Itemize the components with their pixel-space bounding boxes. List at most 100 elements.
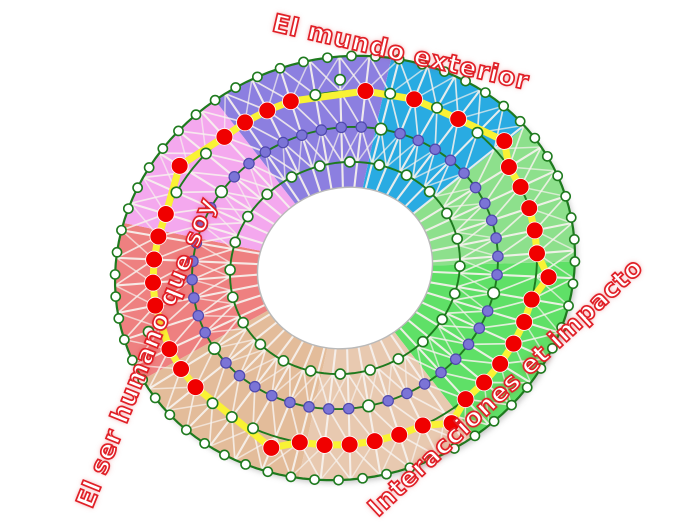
rim-node [570,257,579,266]
violet-node [419,379,429,389]
rim-node [557,323,566,332]
rim-node [334,476,343,485]
rim-node [138,375,147,384]
rim-node [347,51,356,60]
red-node [216,128,233,145]
inner-rim-node [287,172,297,182]
rim-node [200,439,209,448]
rim-node [117,226,126,235]
rim-node [182,425,191,434]
violet-node [492,270,502,280]
violet-node [206,203,216,213]
inner-rim-node [365,365,375,375]
inner-rim-node [450,289,460,299]
rim-node [395,55,404,64]
violet-node [285,397,295,407]
rim-node [145,163,154,172]
rim-node [382,470,391,479]
inner-rim-node [374,160,384,170]
white-node [209,343,221,355]
violet-node [191,238,201,248]
red-node [406,91,423,108]
cross-link [198,316,240,317]
red-node [282,93,299,110]
white-node [363,400,375,412]
violet-node [356,122,366,132]
inner-rim-node [255,339,265,349]
violet-node [463,339,473,349]
rim-node [114,314,123,323]
violet-node [395,128,405,138]
rim-node [564,301,573,310]
rim-node [112,248,121,257]
rim-node [530,133,539,142]
rim-node [516,117,525,126]
rim-node [553,171,562,180]
white-node [216,186,228,198]
rim-node [253,72,262,81]
rim-node [299,57,308,66]
red-node [161,341,178,358]
rim-node [263,467,272,476]
white-node [248,423,258,433]
cross-link [176,192,221,193]
violet-node [344,403,354,413]
rim-node [418,60,427,69]
rim-node [276,64,285,73]
inner-rim-node [393,354,403,364]
inner-rim-node [238,318,248,328]
inner-rim-node [345,157,355,167]
inner-rim-node [418,337,428,347]
red-node [357,83,374,100]
white-node [385,88,395,98]
red-node [157,206,174,223]
white-node [171,187,181,197]
rim-node [507,401,516,410]
violet-node [383,396,393,406]
red-node [147,297,164,314]
violet-node [402,388,412,398]
rim-node [158,144,167,153]
violet-node [193,310,203,320]
violet-node [260,147,270,157]
red-node [366,433,383,450]
violet-node [250,381,260,391]
rim-node [567,213,576,222]
red-node [450,111,467,128]
red-node [171,157,188,174]
red-node [492,355,509,372]
inner-rim-node [402,170,412,180]
rim-node [371,52,380,61]
white-node [472,128,482,138]
violet-node [480,198,490,208]
rim-node [470,431,479,440]
rim-node [133,183,142,192]
inner-rim-node [452,234,462,244]
red-node [501,159,518,176]
rim-node [151,393,160,402]
rim-node [536,364,545,373]
violet-node [304,402,314,412]
red-node [414,417,431,434]
red-node [443,415,460,432]
rim-node [231,83,240,92]
rim-node [450,444,459,453]
rim-node [481,88,490,97]
violet-node [413,135,423,145]
red-node [476,374,493,391]
inner-rim-node [262,189,272,199]
rim-node [124,204,133,213]
violet-node [451,354,461,364]
rim-node [220,450,229,459]
red-node [529,245,546,262]
violet-node [324,404,334,414]
red-node [512,178,529,195]
red-node [526,222,543,239]
red-node [187,379,204,396]
rim-node [428,455,437,464]
inner-rim-node [243,212,253,222]
violet-node [297,130,307,140]
rim-node [358,474,367,483]
red-node [521,200,538,217]
violet-node [336,122,346,132]
